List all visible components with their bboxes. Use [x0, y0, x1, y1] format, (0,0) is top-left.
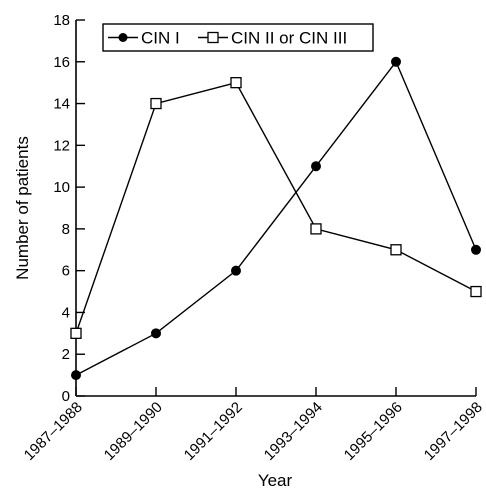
legend-label: CIN I	[141, 29, 180, 48]
y-tick-label: 0	[62, 388, 70, 405]
x-tick-label: 1991–1992	[181, 399, 246, 464]
legend-label: CIN II or CIN III	[231, 29, 347, 48]
y-tick-label: 2	[62, 346, 70, 363]
plot-area	[75, 20, 476, 397]
data-point	[311, 161, 321, 172]
data-point	[150, 97, 162, 110]
series-line	[75, 60, 477, 376]
x-tick-label: 1987–1988	[21, 399, 86, 464]
data-point	[471, 244, 481, 255]
data-point	[390, 244, 402, 256]
legend-item-1: CIN I	[108, 29, 180, 48]
x-axis-ticks: 1987–1988 1989–1990 1991–1992 1993–1994 1995…	[21, 387, 486, 464]
x-tick-label: 1995–1996	[341, 399, 406, 464]
y-tick-label: 18	[53, 12, 70, 29]
data-point	[151, 328, 161, 339]
x-tick-label: 1997–1998	[421, 399, 486, 464]
y-axis-ticks: 0 2 4 6 8 10 12 14 16 18	[53, 12, 85, 405]
x-axis-title: Year	[258, 471, 293, 490]
series-layer	[70, 56, 482, 381]
legend-marker	[118, 33, 128, 42]
data-point	[391, 56, 401, 67]
series-2	[70, 77, 482, 339]
y-tick-label: 10	[53, 179, 70, 196]
legend-item-2: CIN II or CIN III	[198, 29, 347, 48]
data-point	[310, 223, 322, 235]
data-point	[470, 285, 482, 298]
x-tick-label: 1989–1990	[101, 399, 166, 464]
legend-box	[102, 23, 374, 52]
y-tick-label: 6	[62, 263, 70, 280]
y-axis-title: Number of patients	[13, 136, 32, 280]
series-1	[71, 56, 481, 381]
y-tick-label: 8	[62, 221, 70, 238]
data-point	[71, 370, 81, 381]
y-tick-label: 4	[62, 304, 70, 321]
data-point	[231, 265, 241, 276]
legend-marker	[207, 31, 219, 44]
legend: CIN I CIN II or CIN III	[102, 23, 374, 52]
series-line	[75, 81, 477, 334]
x-tick-label: 1993–1994	[261, 399, 326, 464]
y-tick-label: 14	[53, 96, 70, 113]
y-tick-label: 12	[53, 137, 70, 154]
y-tick-label: 16	[53, 54, 70, 71]
data-point	[70, 327, 82, 339]
data-point	[230, 77, 242, 89]
